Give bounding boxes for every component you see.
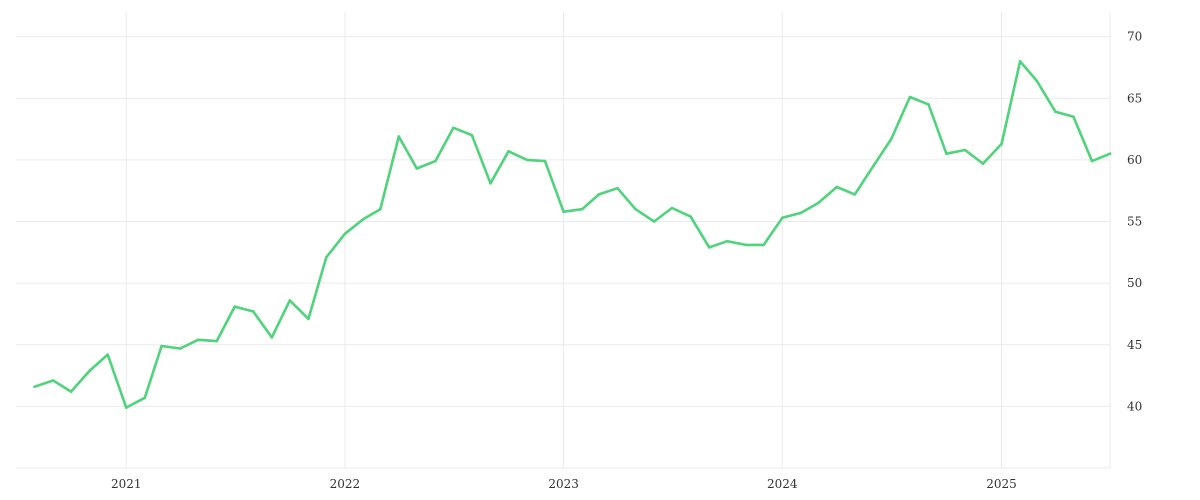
data-point — [616, 186, 619, 190]
data-point — [307, 317, 310, 321]
data-point — [178, 347, 182, 350]
data-point — [1035, 79, 1039, 83]
data-point — [362, 217, 365, 221]
data-point — [489, 182, 492, 185]
data-point — [816, 201, 820, 205]
x-axis: 2021 2022 2023 2024 2025 — [111, 477, 1017, 491]
data-point — [963, 148, 967, 152]
data-point — [397, 135, 401, 138]
data-point — [196, 338, 200, 342]
x-tick-label: 2025 — [986, 477, 1017, 491]
data-point — [51, 379, 55, 382]
y-tick-label: 70 — [1127, 30, 1142, 44]
data-point — [908, 95, 912, 99]
y-tick-label: 65 — [1127, 91, 1142, 105]
data-point — [1072, 115, 1075, 119]
data-point — [689, 215, 692, 218]
data-point — [143, 396, 147, 400]
data-point — [325, 255, 328, 259]
data-point — [470, 133, 474, 137]
data-point — [343, 232, 347, 236]
grid — [16, 12, 1111, 469]
data-point — [124, 406, 128, 409]
data-point — [799, 211, 803, 215]
x-tick-label: 2021 — [111, 477, 142, 491]
data-point — [945, 152, 948, 155]
data-point — [233, 305, 236, 308]
data-point — [1018, 60, 1022, 63]
y-tick-label: 50 — [1127, 276, 1142, 290]
data-point — [580, 207, 584, 211]
data-point — [543, 159, 547, 163]
data-point — [434, 159, 437, 163]
data-point — [562, 210, 565, 213]
data-point — [270, 336, 274, 339]
data-point — [88, 369, 91, 372]
data-point — [1108, 152, 1112, 155]
x-tick-label: 2022 — [330, 477, 361, 491]
y-tick-label: 40 — [1127, 399, 1142, 413]
data-point — [1090, 159, 1094, 163]
data-point — [872, 164, 875, 168]
x-tick-label: 2023 — [548, 477, 579, 491]
data-point — [762, 243, 765, 247]
data-point — [890, 137, 893, 141]
data-point — [215, 339, 218, 343]
data-point — [288, 299, 292, 302]
data-point — [415, 167, 419, 170]
series-line — [33, 59, 1112, 409]
y-tick-label: 55 — [1127, 215, 1142, 229]
y-tick-label: 45 — [1127, 338, 1142, 352]
data-point — [252, 310, 255, 313]
data-point — [106, 353, 109, 356]
data-point — [69, 390, 73, 393]
data-point — [1000, 142, 1003, 146]
y-axis: 40 45 50 55 60 65 70 — [1127, 30, 1142, 414]
data-point — [634, 207, 637, 211]
y-tick-label: 60 — [1127, 153, 1142, 167]
data-point — [652, 220, 656, 223]
data-point — [507, 150, 510, 153]
data-point — [525, 158, 529, 162]
data-point — [707, 246, 711, 249]
data-point — [33, 385, 36, 389]
data-point — [927, 103, 930, 106]
data-point — [670, 206, 674, 210]
data-point — [160, 344, 163, 348]
data-point — [744, 243, 747, 247]
data-point — [981, 162, 985, 165]
data-point — [597, 193, 601, 196]
data-point — [725, 239, 729, 243]
series-layer — [33, 59, 1112, 409]
data-point — [452, 126, 455, 130]
x-tick-label: 2024 — [767, 477, 798, 491]
data-point — [379, 207, 382, 211]
data-point — [1054, 110, 1057, 114]
data-point — [835, 185, 839, 189]
data-point — [853, 193, 857, 196]
data-point — [781, 216, 784, 220]
